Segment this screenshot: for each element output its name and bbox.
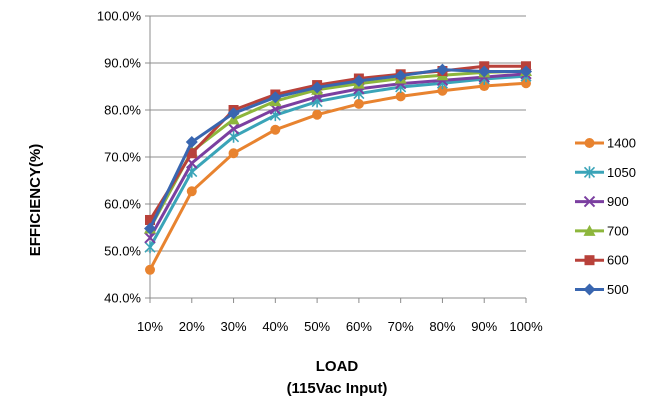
x-tick-label: 30%	[221, 319, 247, 334]
data-point	[353, 98, 364, 109]
series-900	[144, 68, 532, 244]
data-point	[520, 65, 532, 78]
series-1400	[145, 78, 531, 275]
y-tick-labels: 40.0% 50.0% 60.0% 70.0% 80.0% 90.0% 100.0%	[97, 9, 142, 306]
data-point	[311, 81, 324, 94]
x-tick-label: 20%	[179, 319, 205, 334]
data-point	[144, 222, 156, 235]
legend-marker	[583, 166, 596, 179]
legend-marker	[584, 138, 595, 148]
data-point	[145, 214, 155, 225]
data-point	[144, 232, 156, 244]
series-500	[144, 63, 532, 235]
data-point	[479, 81, 490, 92]
series-line	[148, 69, 527, 230]
data-point	[227, 107, 240, 120]
y-tick-label: 70.0%	[104, 150, 141, 165]
legend-label: 700	[607, 223, 629, 238]
legend-item: 1400	[575, 136, 636, 151]
data-point	[395, 91, 406, 102]
data-point	[436, 63, 449, 76]
legend-label: 600	[607, 253, 629, 268]
y-tick-label: 100.0%	[97, 9, 142, 24]
legend-item: 600	[575, 253, 629, 268]
x-tick-label: 100%	[509, 319, 543, 334]
x-axis-title: LOAD	[316, 358, 359, 375]
data-point	[186, 186, 197, 197]
legend-item: 700	[575, 223, 629, 238]
x-tick-label: 60%	[346, 319, 372, 334]
x-tick-label: 80%	[429, 319, 455, 334]
legend-label: 1050	[607, 165, 636, 180]
y-tick-label: 40.0%	[104, 291, 141, 306]
series-group	[144, 61, 532, 275]
data-point	[394, 69, 407, 82]
data-point	[352, 74, 365, 87]
legend-label: 900	[607, 194, 629, 209]
series-line	[148, 64, 526, 221]
data-point	[145, 264, 155, 275]
axes	[145, 15, 527, 303]
data-point	[185, 135, 198, 148]
legend-marker	[584, 255, 595, 266]
legend-item: 1050	[575, 165, 636, 180]
legend-marker	[583, 224, 596, 236]
grid-lines	[150, 15, 526, 252]
data-point	[312, 109, 323, 120]
series-1050	[144, 70, 532, 254]
legend-item: 500	[575, 282, 629, 297]
x-tick-label: 50%	[304, 319, 330, 334]
series-line	[148, 81, 527, 271]
x-tick-label: 10%	[137, 319, 163, 334]
y-tick-label: 60.0%	[104, 197, 141, 212]
series-line	[148, 72, 527, 239]
y-tick-label: 80.0%	[104, 103, 141, 118]
data-point	[269, 91, 282, 104]
legend-label: 1400	[607, 136, 636, 151]
data-point	[270, 124, 281, 135]
series-line	[148, 74, 527, 248]
data-point	[521, 78, 531, 89]
x-axis-subtitle: (115Vac Input)	[287, 380, 388, 397]
data-point	[227, 123, 240, 135]
legend-marker	[583, 195, 596, 208]
y-axis-title: EFFICIENCY(%)	[27, 144, 44, 257]
legend-label: 500	[607, 282, 629, 297]
data-point	[437, 85, 448, 96]
legend-marker	[583, 283, 596, 296]
data-point	[228, 148, 239, 159]
series-700	[144, 64, 532, 234]
x-tick-label: 90%	[471, 319, 497, 334]
series-line	[148, 68, 526, 230]
data-point	[186, 148, 197, 159]
data-point	[144, 241, 156, 254]
y-tick-label: 90.0%	[104, 56, 141, 71]
x-tick-label: 40%	[262, 319, 288, 334]
legend-item: 900	[575, 194, 629, 209]
y-tick-label: 50.0%	[104, 244, 141, 259]
x-tick-labels: 10% 20% 30% 40% 50% 60% 70% 80% 90% 100%	[137, 319, 543, 334]
legend: 1400 1050 900 700 600 500	[575, 136, 636, 297]
x-tick-label: 70%	[388, 319, 414, 334]
data-point	[478, 65, 491, 78]
